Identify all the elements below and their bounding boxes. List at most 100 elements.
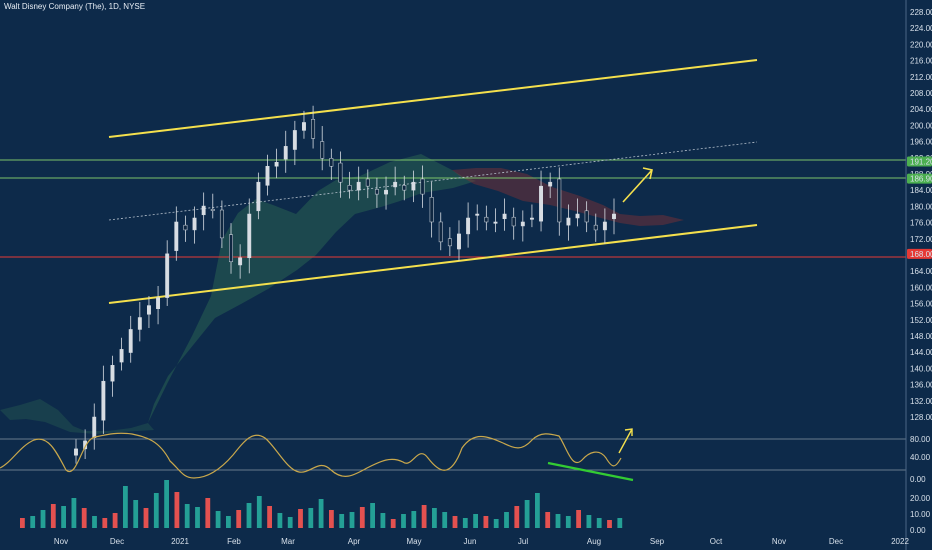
price-label-box bbox=[907, 173, 932, 184]
x-tick-label: Jul bbox=[518, 537, 528, 546]
candle-body bbox=[302, 122, 306, 131]
ichimoku-cloud-green-large bbox=[148, 154, 476, 423]
volume-bar bbox=[493, 519, 499, 528]
price-label-text: 186.90 bbox=[910, 175, 932, 184]
candle-body bbox=[493, 221, 498, 224]
candle-body bbox=[119, 349, 124, 363]
volume-bar bbox=[483, 516, 489, 528]
candle-body bbox=[101, 380, 106, 421]
candle-body bbox=[92, 416, 97, 438]
volume-bar bbox=[50, 504, 56, 528]
volume-bar bbox=[421, 505, 427, 528]
main-panel bbox=[0, 59, 906, 464]
volume-bar bbox=[535, 493, 540, 528]
volume-bar bbox=[452, 516, 458, 528]
chart-title: Walt Disney Company (The), 1D, NYSE bbox=[4, 2, 145, 11]
candle-body bbox=[165, 253, 170, 298]
volume-bar bbox=[205, 498, 211, 528]
candle-body bbox=[566, 217, 571, 226]
price-tick-label: 152.00 bbox=[910, 316, 932, 325]
x-tick-label: Nov bbox=[772, 537, 786, 546]
volume-bar bbox=[30, 516, 36, 528]
upper-channel-line bbox=[108, 59, 758, 138]
ichimoku-cloud-red bbox=[452, 168, 684, 226]
candle-body bbox=[365, 178, 370, 187]
price-tick-label: 136.00 bbox=[910, 381, 932, 390]
oscillator-tick-label: 0.00 bbox=[910, 475, 926, 484]
candle-body bbox=[329, 158, 334, 167]
volume-bar bbox=[92, 516, 97, 528]
price-tick-label: 156.00 bbox=[910, 300, 932, 309]
volume-bar bbox=[349, 512, 355, 528]
price-candles bbox=[74, 105, 616, 464]
volume-bar bbox=[380, 513, 386, 528]
price-tick-label: 224.00 bbox=[910, 24, 932, 33]
volume-bar bbox=[318, 499, 324, 528]
right-axis: 228.00 224.00 220.00 216.00 212.00 208.00 204.… bbox=[905, 0, 932, 550]
candle-body bbox=[393, 181, 398, 188]
price-tick-label: 160.00 bbox=[910, 283, 932, 292]
candle-body bbox=[602, 221, 607, 231]
volume-bar bbox=[143, 508, 149, 528]
volume-bar bbox=[298, 509, 303, 528]
x-tick-label: Nov bbox=[54, 537, 68, 546]
price-tick-label: 228.00 bbox=[910, 8, 932, 17]
volume-bar bbox=[586, 515, 592, 528]
candle-body bbox=[110, 365, 115, 382]
volume-bar bbox=[20, 518, 25, 528]
upward-arrow-main bbox=[622, 169, 653, 203]
candle-body bbox=[411, 181, 416, 191]
candle-body bbox=[74, 448, 78, 456]
candle-body bbox=[457, 233, 461, 250]
volume-bar bbox=[256, 496, 262, 528]
candle-body bbox=[311, 119, 316, 139]
candle-body bbox=[128, 329, 133, 353]
volume-bar bbox=[432, 508, 437, 528]
x-tick-label: Jun bbox=[464, 537, 477, 546]
candle-body bbox=[475, 213, 480, 216]
candle-body bbox=[529, 217, 534, 220]
volume-bar bbox=[153, 493, 159, 528]
volume-bar bbox=[390, 519, 396, 528]
volume-bar bbox=[71, 498, 77, 528]
volume-bars bbox=[20, 480, 623, 528]
volume-bar bbox=[359, 507, 365, 528]
volume-bar bbox=[370, 503, 375, 528]
volume-bar bbox=[545, 512, 551, 528]
price-tick-label: 140.00 bbox=[910, 364, 932, 373]
candle-body bbox=[238, 257, 243, 266]
x-tick-label: May bbox=[406, 537, 421, 546]
candle-body bbox=[502, 213, 507, 220]
ichimoku-cloud-green-small bbox=[0, 399, 154, 434]
candle-body bbox=[210, 208, 215, 211]
volume-bar bbox=[329, 510, 334, 528]
oscillator-arrow-head bbox=[624, 428, 633, 436]
x-tick-label: Dec bbox=[829, 537, 843, 546]
volume-tick-label: 10.00 bbox=[910, 510, 931, 519]
volume-bar bbox=[184, 504, 190, 528]
volume-bar bbox=[40, 510, 46, 528]
price-tick-label: 128.00 bbox=[910, 413, 932, 422]
candle-body bbox=[511, 216, 516, 227]
volume-bar bbox=[195, 507, 200, 528]
price-label-text: 191.20 bbox=[910, 157, 932, 166]
candle-body bbox=[539, 185, 544, 222]
volume-bar bbox=[236, 510, 242, 528]
candle-body bbox=[402, 185, 407, 191]
candle-body bbox=[146, 305, 151, 315]
candle-body bbox=[466, 217, 471, 235]
middle-dotted-line bbox=[108, 141, 758, 221]
volume-bar bbox=[401, 514, 406, 528]
candle-body bbox=[274, 162, 279, 167]
volume-bar bbox=[473, 514, 478, 528]
volume-bar bbox=[112, 513, 118, 528]
volume-bar bbox=[226, 516, 231, 528]
candle-body bbox=[429, 197, 434, 223]
price-tick-label: 144.00 bbox=[910, 348, 932, 357]
volume-bar bbox=[61, 506, 66, 528]
volume-bar bbox=[524, 500, 530, 528]
volume-bar bbox=[617, 518, 623, 528]
volume-bar bbox=[514, 506, 520, 528]
x-tick-label: Apr bbox=[348, 537, 361, 546]
